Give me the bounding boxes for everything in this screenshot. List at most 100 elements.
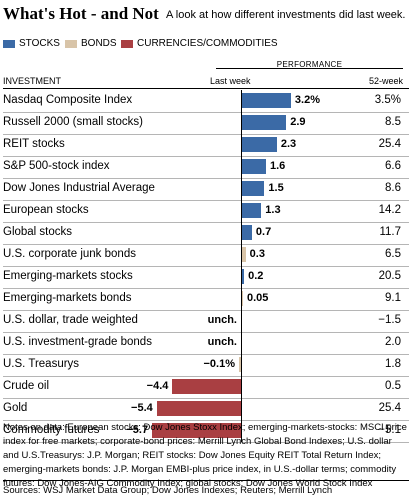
last-week-label: 0.2 (248, 270, 264, 282)
title-row: What's Hot - and Not A look at how diffe… (3, 4, 409, 26)
sources: Sources: WSJ Market Data Group; Dow Jone… (3, 485, 333, 496)
investment-name: U.S. corporate junk bonds (3, 248, 136, 260)
bar-last-week (241, 181, 265, 196)
week52-value: 8.5 (385, 116, 401, 128)
last-week-label: 1.6 (269, 160, 286, 172)
investment-name: U.S. investment-grade bonds (3, 336, 152, 348)
last-week-label: 0.3 (249, 248, 265, 260)
last-week-label: unch. (207, 336, 237, 348)
bar-last-week (241, 203, 262, 218)
last-week-label: −0.1% (203, 358, 236, 370)
chart-title: What's Hot - and Not (3, 4, 159, 23)
bar-last-week (241, 225, 252, 240)
performance-header-rule (216, 68, 403, 69)
legend-swatch-stocks (3, 39, 15, 48)
investment-name: S&P 500-stock index (3, 160, 110, 172)
bar-last-week (241, 137, 277, 152)
last-week-label: unch. (207, 314, 237, 326)
week52-value: 6.6 (385, 160, 401, 172)
investment-name: Commodity futures (3, 424, 100, 436)
legend-item-stocks: STOCKS (3, 38, 60, 49)
week52-value: 3.5% (374, 94, 401, 106)
zero-baseline (241, 90, 242, 442)
week52-value: 14.2 (378, 204, 401, 216)
last-week-label: 2.3 (280, 138, 297, 150)
week52-value: 11.7 (379, 226, 401, 238)
investment-name: Nasdaq Composite Index (3, 94, 133, 106)
week52-value: 25.4 (378, 138, 401, 150)
investment-name: Dow Jones Industrial Average (3, 182, 155, 194)
investment-name: Gold (3, 402, 28, 414)
table-row: U.S. dollar, trade weighted unch. −1.5 (3, 310, 409, 333)
last-week-label: 0.05 (247, 292, 269, 304)
last-week-label: −5.4 (131, 402, 153, 414)
week52-value: 25.4 (378, 402, 401, 414)
week52-value: 0.5 (385, 380, 401, 392)
table-row: Emerging-markets bonds 0.05 9.1 (3, 288, 409, 311)
legend: STOCKS BONDS CURRENCIES/COMMODITIES (3, 38, 409, 52)
table-row: Crude oil −4.4 0.5 (3, 376, 409, 399)
table-row: Russell 2000 (small stocks) 2.9 8.5 (3, 112, 409, 135)
bar-last-week (172, 379, 241, 394)
legend-item-bonds: BONDS (65, 38, 117, 49)
table-row: European stocks 1.3 14.2 (3, 200, 409, 223)
last-week-label: 2.9 (290, 116, 306, 128)
table-row: Gold −5.4 25.4 (3, 398, 409, 421)
investment-column-header: INVESTMENT (3, 76, 62, 86)
table-row: Global stocks 0.7 11.7 (3, 222, 409, 245)
table-row: Nasdaq Composite Index 3.2% 3.5% (3, 90, 409, 113)
last-week-label: −5.7 (126, 424, 149, 436)
notes: Notes on data: European stocks: Dow Jone… (3, 422, 407, 489)
investment-name: Emerging-markets stocks (3, 270, 133, 282)
investment-name: European stocks (3, 204, 89, 216)
week52-column-header: 52-week (368, 76, 403, 86)
table-row: Commodity futures −5.7 −5.1 (3, 420, 409, 443)
bar-last-week (239, 357, 241, 372)
legend-label-stocks: STOCKS (19, 38, 60, 49)
investment-name: U.S. Treasurys (3, 358, 80, 370)
investment-name: U.S. dollar, trade weighted (3, 314, 138, 326)
bar-last-week (241, 291, 243, 306)
last-week-column-header: Last week (210, 76, 251, 86)
chart-subtitle: A look at how different investments did … (166, 9, 406, 21)
week52-value: 6.5 (385, 248, 401, 260)
bar-last-week (156, 401, 241, 416)
legend-item-currencies-commodities: CURRENCIES/COMMODITIES (121, 38, 278, 49)
bar-last-week (241, 269, 245, 284)
table-row: Dow Jones Industrial Average 1.5 8.6 (3, 178, 409, 201)
last-week-label: 0.7 (255, 226, 272, 238)
investment-name: Crude oil (3, 380, 50, 392)
last-week-label: 1.3 (265, 204, 281, 216)
week52-value: 9.1 (385, 292, 401, 304)
bar-last-week (152, 423, 241, 438)
table-row: U.S. investment-grade bonds unch. 2.0 (3, 332, 409, 355)
investment-name: Global stocks (3, 226, 73, 238)
week52-value: 2.0 (385, 336, 401, 348)
last-week-label: 1.5 (268, 182, 284, 194)
week52-value: −1.5 (378, 314, 401, 326)
investment-name: Russell 2000 (small stocks) (3, 116, 143, 128)
week52-value: −5.1 (378, 424, 401, 436)
notes-rule (3, 480, 409, 481)
investment-name: REIT stocks (3, 138, 65, 150)
bar-last-week (241, 159, 266, 174)
bar-last-week (241, 247, 246, 262)
bar-last-week (241, 115, 287, 130)
week52-value: 1.8 (385, 358, 401, 370)
performance-header: PERFORMANCE (276, 60, 343, 69)
table-row: U.S. corporate junk bonds 0.3 6.5 (3, 244, 409, 267)
table-row: Emerging-markets stocks 0.2 20.5 (3, 266, 409, 289)
table-row: U.S. Treasurys −0.1% 1.8 (3, 354, 409, 377)
legend-label-currencies-commodities: CURRENCIES/COMMODITIES (137, 38, 278, 49)
investment-name: Emerging-markets bonds (3, 292, 132, 304)
week52-value: 20.5 (378, 270, 401, 282)
table-row: S&P 500-stock index 1.6 6.6 (3, 156, 409, 179)
bar-last-week (241, 93, 291, 108)
header-rule (3, 88, 409, 89)
legend-swatch-currencies-commodities (121, 39, 133, 48)
week52-value: 8.6 (385, 182, 401, 194)
last-week-label: −4.4 (146, 380, 169, 392)
legend-label-bonds: BONDS (81, 38, 117, 49)
last-week-label: 3.2% (294, 94, 320, 106)
